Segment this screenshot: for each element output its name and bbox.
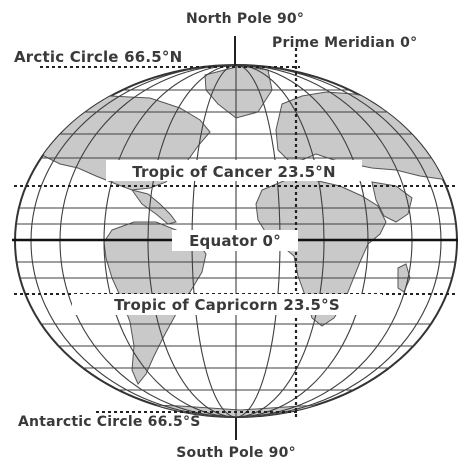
tropic-of-capricorn-label: Tropic of Capricorn 23.5°S — [114, 296, 340, 314]
arctic-circle-label: Arctic Circle 66.5°N — [14, 48, 182, 66]
prime-meridian-label: Prime Meridian 0° — [272, 35, 417, 51]
equator-label: Equator 0° — [189, 232, 281, 250]
antarctic-circle-label: Antarctic Circle 66.5°S — [18, 414, 200, 430]
north-pole-label: North Pole 90° — [186, 11, 304, 27]
central-america-landmass — [130, 189, 177, 225]
arabia-landmass — [371, 181, 413, 223]
tropic-of-cancer-label: Tropic of Cancer 23.5°N — [132, 163, 336, 181]
south-pole-label: South Pole 90° — [176, 445, 296, 461]
